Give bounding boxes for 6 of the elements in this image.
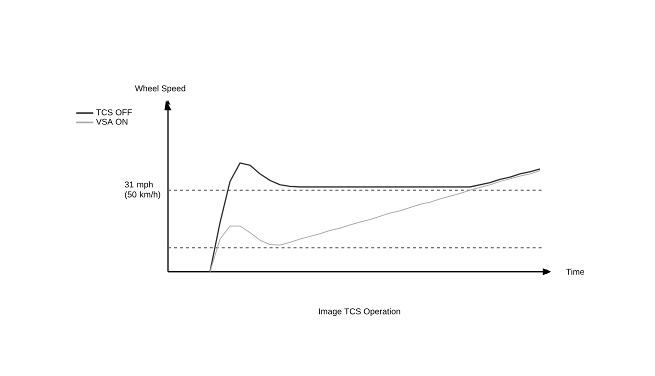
text: Image TCS Operation [319, 308, 400, 316]
legend-label: VSA ON [96, 118, 128, 125]
x-axis-title: Time [566, 268, 584, 275]
legend-label: TCS OFF [96, 109, 132, 116]
ref-line-label: 31 mph (50 km/h) [124, 181, 160, 200]
text: Wheel Speed [134, 85, 186, 94]
